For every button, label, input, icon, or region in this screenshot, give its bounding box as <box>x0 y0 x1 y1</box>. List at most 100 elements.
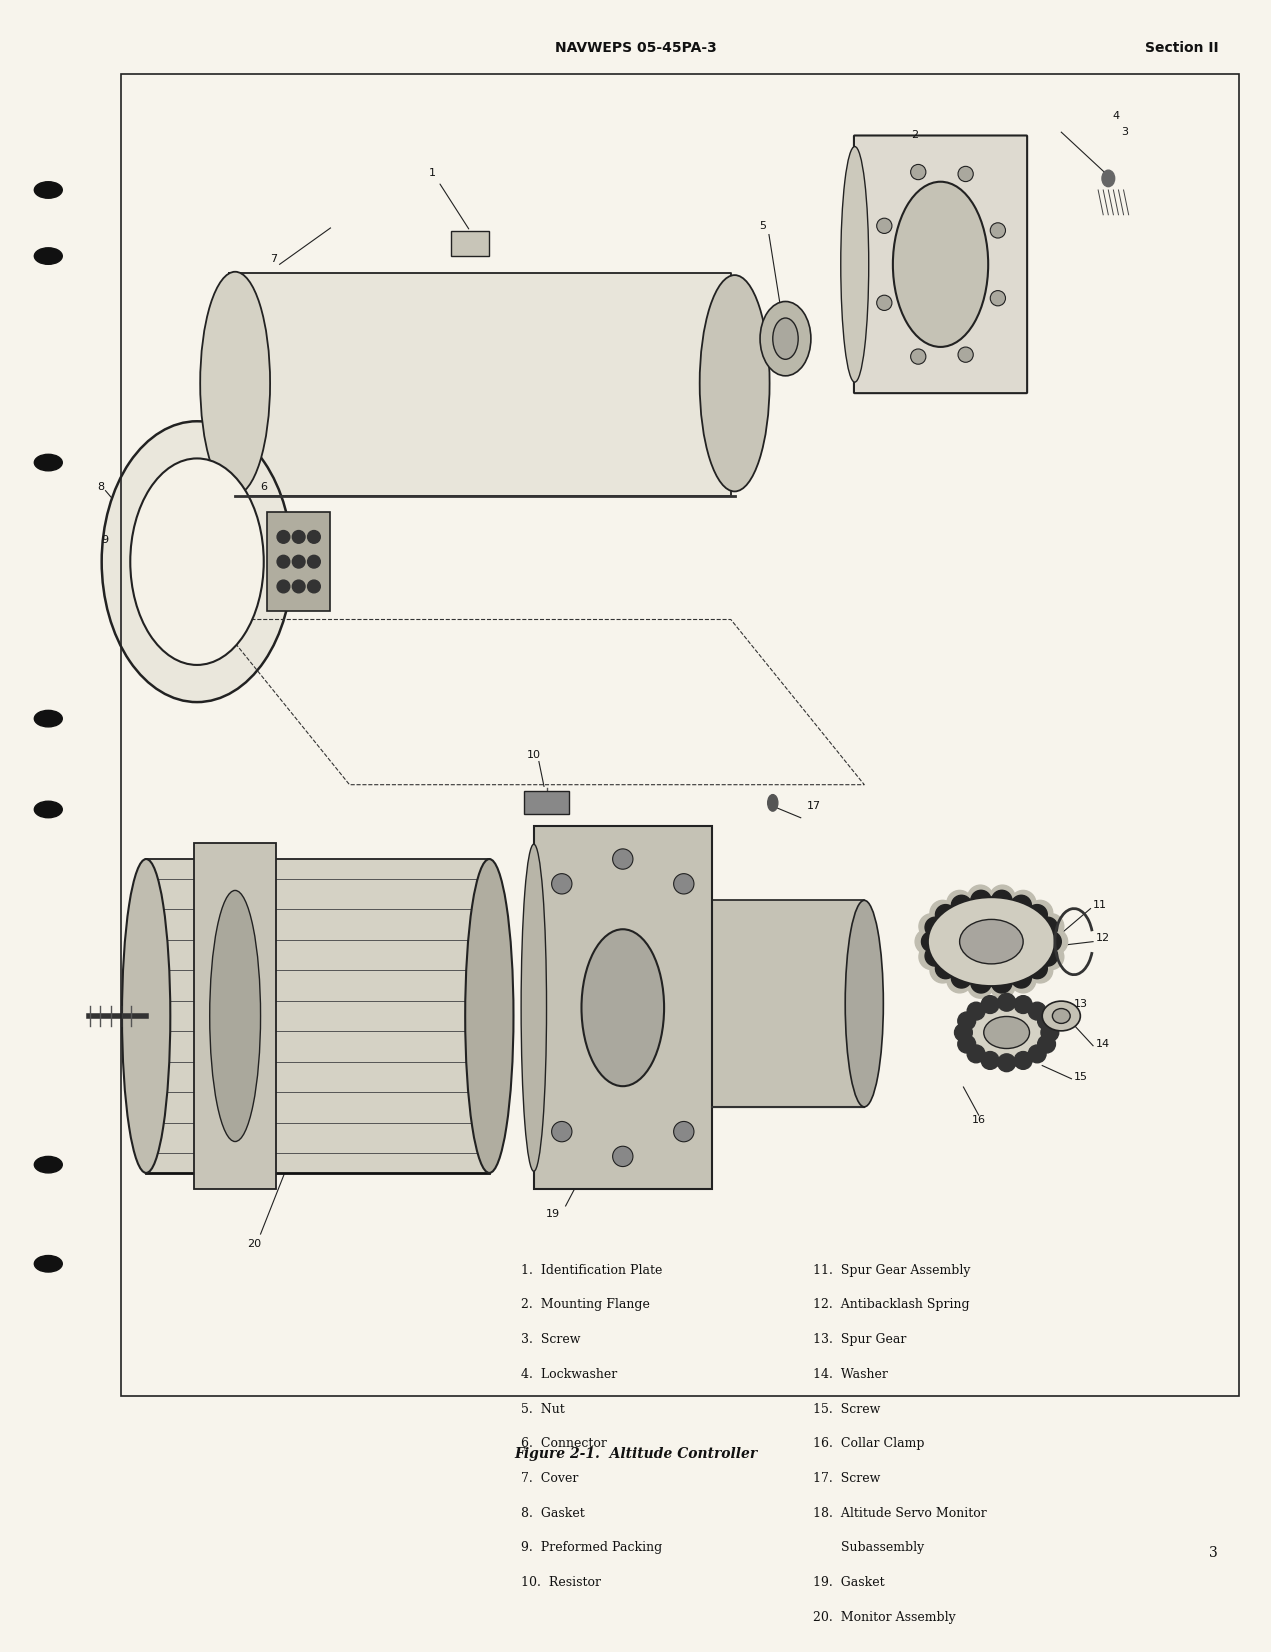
Circle shape <box>1037 1036 1055 1052</box>
FancyBboxPatch shape <box>534 826 712 1189</box>
Circle shape <box>877 296 892 311</box>
Text: 6: 6 <box>259 482 267 492</box>
Circle shape <box>1028 1046 1046 1062</box>
Circle shape <box>915 928 941 955</box>
Text: 17: 17 <box>807 801 821 811</box>
Circle shape <box>967 1046 985 1062</box>
Text: 1: 1 <box>428 169 436 178</box>
Text: 2.  Mounting Flange: 2. Mounting Flange <box>521 1298 649 1312</box>
Ellipse shape <box>845 900 883 1107</box>
Circle shape <box>971 973 991 993</box>
Ellipse shape <box>984 1016 1030 1049</box>
Circle shape <box>292 580 305 593</box>
Text: Section II: Section II <box>1145 41 1219 55</box>
Circle shape <box>1012 895 1032 915</box>
Text: 10.  Resistor: 10. Resistor <box>521 1576 601 1589</box>
Ellipse shape <box>34 710 62 727</box>
Circle shape <box>951 968 971 988</box>
Circle shape <box>990 223 1005 238</box>
Text: 14.  Washer: 14. Washer <box>813 1368 888 1381</box>
Text: 14: 14 <box>1096 1039 1110 1049</box>
Circle shape <box>967 973 993 998</box>
Circle shape <box>919 945 944 970</box>
Circle shape <box>674 874 694 894</box>
Text: NAVWEPS 05-45PA-3: NAVWEPS 05-45PA-3 <box>554 41 717 55</box>
Ellipse shape <box>102 421 292 702</box>
Text: 3.  Screw: 3. Screw <box>521 1333 581 1346</box>
Circle shape <box>967 1003 985 1019</box>
Text: 18.  Altitude Servo Monitor: 18. Altitude Servo Monitor <box>813 1507 988 1520</box>
Circle shape <box>958 1013 976 1029</box>
Circle shape <box>1037 947 1057 966</box>
Text: 19.  Gasket: 19. Gasket <box>813 1576 885 1589</box>
Text: 15: 15 <box>1074 1072 1088 1082</box>
FancyBboxPatch shape <box>854 135 1027 393</box>
Circle shape <box>277 530 290 544</box>
Circle shape <box>981 1052 999 1069</box>
Text: 10: 10 <box>526 750 541 760</box>
FancyBboxPatch shape <box>451 231 489 256</box>
Circle shape <box>919 914 944 938</box>
Circle shape <box>1010 890 1036 915</box>
Circle shape <box>947 890 972 915</box>
Circle shape <box>998 1054 1016 1072</box>
Text: 2: 2 <box>911 131 919 140</box>
Circle shape <box>1027 958 1052 983</box>
Circle shape <box>910 165 925 180</box>
Ellipse shape <box>122 859 170 1173</box>
Circle shape <box>1010 968 1036 993</box>
Circle shape <box>991 890 1012 910</box>
Text: 12: 12 <box>1096 933 1110 943</box>
Text: 9: 9 <box>100 535 108 545</box>
Circle shape <box>277 580 290 593</box>
Circle shape <box>1014 996 1032 1013</box>
Ellipse shape <box>130 458 264 664</box>
Text: 4.  Lockwasher: 4. Lockwasher <box>521 1368 618 1381</box>
Ellipse shape <box>34 1156 62 1173</box>
Circle shape <box>925 947 946 966</box>
Circle shape <box>910 349 925 363</box>
Text: 5.  Nut: 5. Nut <box>521 1403 564 1416</box>
Circle shape <box>1037 917 1057 937</box>
Circle shape <box>921 932 942 952</box>
Text: 16: 16 <box>971 1115 986 1125</box>
Circle shape <box>1041 1024 1059 1041</box>
Text: 11: 11 <box>1093 900 1107 910</box>
Circle shape <box>308 555 320 568</box>
Text: 11.  Spur Gear Assembly: 11. Spur Gear Assembly <box>813 1264 971 1277</box>
Circle shape <box>935 958 956 978</box>
Text: 12.  Antibacklash Spring: 12. Antibacklash Spring <box>813 1298 970 1312</box>
Circle shape <box>552 1122 572 1142</box>
Text: 7.  Cover: 7. Cover <box>521 1472 578 1485</box>
FancyBboxPatch shape <box>193 844 277 1189</box>
Circle shape <box>958 347 974 362</box>
Circle shape <box>1037 1013 1055 1029</box>
Text: 17.  Screw: 17. Screw <box>813 1472 881 1485</box>
Circle shape <box>951 895 971 915</box>
Text: 3: 3 <box>1210 1546 1218 1559</box>
Polygon shape <box>146 859 489 1173</box>
Circle shape <box>1042 928 1068 955</box>
Circle shape <box>930 958 956 983</box>
Text: 15.  Screw: 15. Screw <box>813 1403 881 1416</box>
Circle shape <box>935 905 956 925</box>
Circle shape <box>1038 945 1064 970</box>
Circle shape <box>1027 905 1047 925</box>
Ellipse shape <box>960 920 1023 963</box>
Circle shape <box>971 890 991 910</box>
Circle shape <box>613 849 633 869</box>
Circle shape <box>308 530 320 544</box>
Circle shape <box>1038 914 1064 938</box>
Polygon shape <box>712 900 864 1107</box>
Ellipse shape <box>773 317 798 360</box>
Text: 1.  Identification Plate: 1. Identification Plate <box>521 1264 662 1277</box>
Circle shape <box>1027 900 1052 925</box>
Ellipse shape <box>699 276 770 491</box>
Circle shape <box>967 885 993 910</box>
Ellipse shape <box>34 1256 62 1272</box>
Circle shape <box>930 900 956 925</box>
Circle shape <box>277 555 290 568</box>
Ellipse shape <box>892 182 989 347</box>
Ellipse shape <box>465 859 513 1173</box>
Text: 19: 19 <box>545 1209 561 1219</box>
